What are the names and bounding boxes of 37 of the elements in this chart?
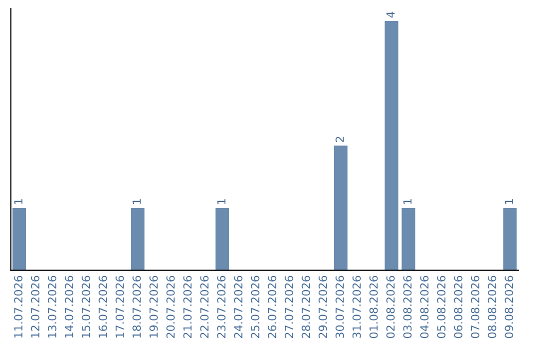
x-tick-label: 01.08.2026 [369, 276, 378, 338]
x-tick-label: 31.07.2026 [352, 276, 361, 338]
x-tick-label: 17.07.2026 [116, 276, 124, 338]
x-tick-label: 14.07.2026 [64, 276, 74, 338]
x-tick-label: 13.07.2026 [48, 276, 56, 338]
x-tick-label: 11.07.2026 [14, 276, 22, 338]
x-tick-label: 30.07.2026 [336, 276, 344, 338]
x-tick-label: 04.08.2026 [420, 276, 429, 338]
x-tick-label: 27.07.2026 [284, 276, 294, 338]
x-tick-label: 12.07.2026 [31, 276, 40, 338]
x-tick-label: 09.08.2026 [504, 276, 514, 338]
x-tick-label: 19.07.2026 [149, 276, 158, 338]
x-tick-label: 28.07.2026 [302, 276, 310, 338]
x-tick-label: 05.08.2026 [437, 276, 446, 338]
x-tick-label: 21.07.2026 [183, 276, 192, 338]
x-tick-label: 18.07.2026 [132, 276, 141, 338]
data-label: 1 [403, 199, 412, 204]
x-tick-label: 29.07.2026 [318, 276, 328, 338]
data-label: 2 [336, 136, 344, 142]
x-tick-label: 03.08.2026 [403, 276, 412, 338]
x-tick-label: 02.08.2026 [386, 276, 395, 338]
data-label: 1 [14, 199, 22, 204]
x-tick-label: 24.07.2026 [234, 276, 242, 338]
x-tick-label: 25.07.2026 [250, 276, 260, 338]
x-tick-label: 20.07.2026 [166, 276, 175, 338]
x-tick-label: 26.07.2026 [268, 276, 276, 338]
x-tick-label: 23.07.2026 [217, 276, 226, 338]
x-tick-label: 06.08.2026 [454, 276, 462, 338]
data-label: 1 [132, 199, 141, 204]
x-tick-label: 16.07.2026 [98, 276, 108, 338]
x-tick-label: 22.07.2026 [200, 276, 209, 338]
x-tick-label: 08.08.2026 [488, 276, 496, 338]
data-label: 1 [217, 199, 226, 204]
data-label: 4 [386, 12, 395, 18]
x-tick-label: 15.07.2026 [82, 276, 90, 338]
data-label: 1 [504, 199, 514, 204]
x-tick-label: 07.08.2026 [470, 276, 480, 338]
